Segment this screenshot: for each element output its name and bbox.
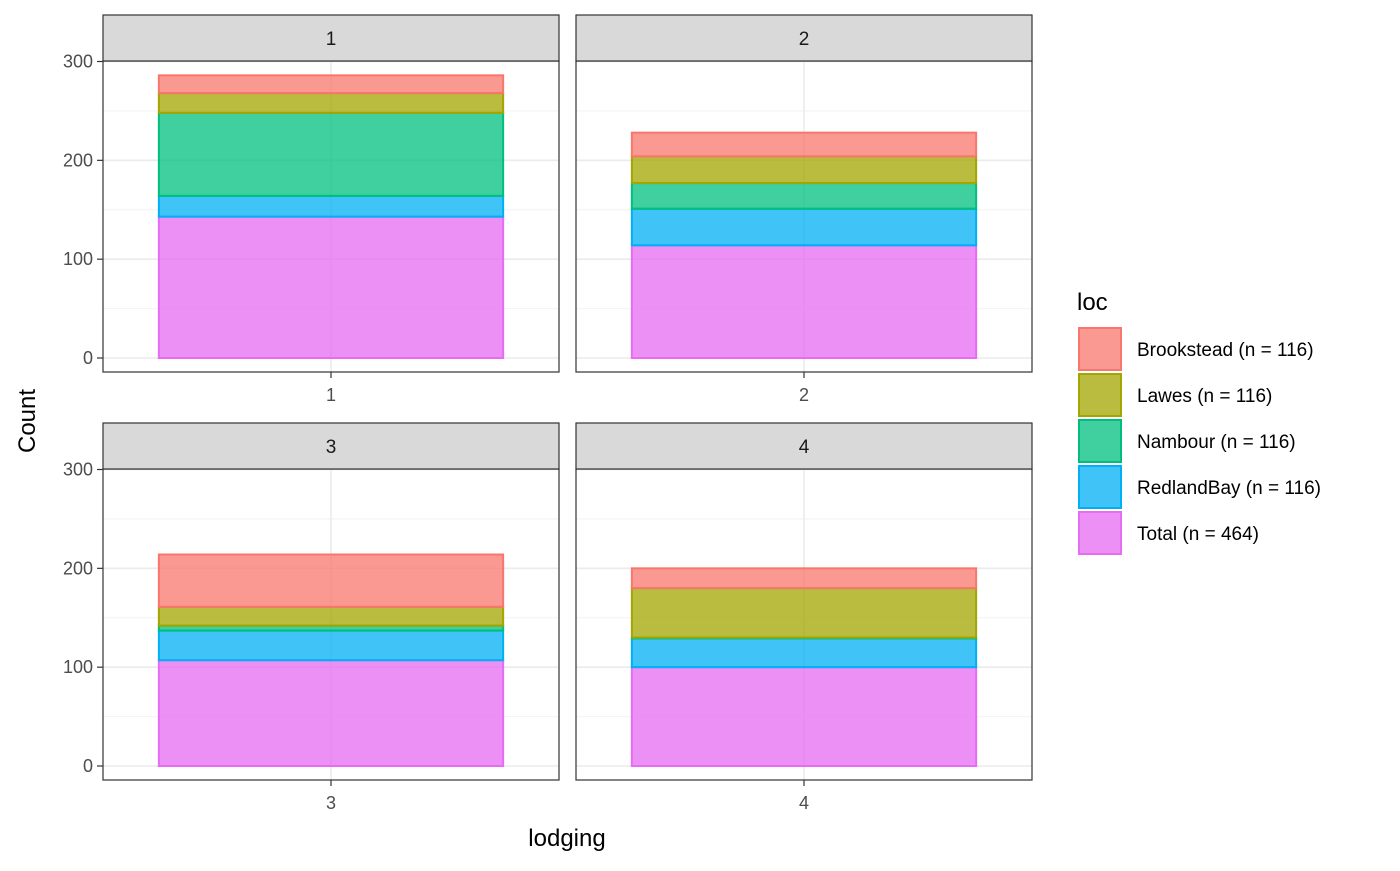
bar-segment: [630, 637, 978, 669]
y-tick-label: 100: [63, 657, 93, 677]
bar-segment: [630, 155, 978, 185]
y-tick-label: 200: [63, 558, 93, 578]
x-tick-label: 3: [326, 793, 336, 813]
legend-label: Total (n = 464): [1137, 524, 1259, 545]
facet-strip-label: 2: [799, 29, 810, 50]
facet-strip-label: 4: [799, 437, 810, 458]
bar-segment: [630, 131, 978, 158]
bar-segment: [630, 666, 978, 768]
bar-segment: [157, 629, 505, 662]
y-tick-label: 0: [83, 756, 93, 776]
legend-title: loc: [1077, 289, 1108, 316]
bar-segment: [630, 207, 978, 247]
y-tick-label: 300: [63, 52, 93, 72]
bar-segment: [157, 92, 505, 114]
bar-segment: [630, 567, 978, 590]
bar-segment: [157, 659, 505, 768]
y-tick-label: 0: [83, 348, 93, 368]
facet-strip: [102, 422, 560, 470]
facet-strip: [102, 14, 560, 62]
legend-key: [1078, 419, 1122, 463]
bar-segment: [630, 182, 978, 210]
bar-segment: [157, 74, 505, 95]
facet-strip: [575, 422, 1033, 470]
facet-strip-label: 1: [326, 29, 337, 50]
bar-segment: [157, 215, 505, 359]
legend-label: Nambour (n = 116): [1137, 432, 1296, 453]
legend-label: Lawes (n = 116): [1137, 386, 1272, 407]
legend-key: [1078, 373, 1122, 417]
legend-key: [1078, 511, 1122, 555]
bar-segment: [157, 111, 505, 197]
bar-segment: [157, 605, 505, 627]
facet-strip-label: 3: [326, 437, 337, 458]
legend-label: Brookstead (n = 116): [1137, 340, 1314, 361]
legend-label: RedlandBay (n = 116): [1137, 478, 1321, 499]
bar-segment: [630, 587, 978, 639]
bar-segment: [157, 194, 505, 218]
y-tick-label: 300: [63, 460, 93, 480]
legend-key: [1078, 465, 1122, 509]
y-tick-label: 100: [63, 249, 93, 269]
y-tick-label: 200: [63, 150, 93, 170]
x-axis-title: lodging: [528, 825, 605, 852]
facet-strip: [575, 14, 1033, 62]
x-tick-label: 4: [799, 793, 809, 813]
bar-segment: [157, 553, 505, 608]
bar-segment: [630, 244, 978, 359]
x-tick-label: 1: [326, 385, 336, 405]
y-axis-title: Count: [14, 389, 41, 453]
legend-key: [1078, 327, 1122, 371]
x-tick-label: 2: [799, 385, 809, 405]
